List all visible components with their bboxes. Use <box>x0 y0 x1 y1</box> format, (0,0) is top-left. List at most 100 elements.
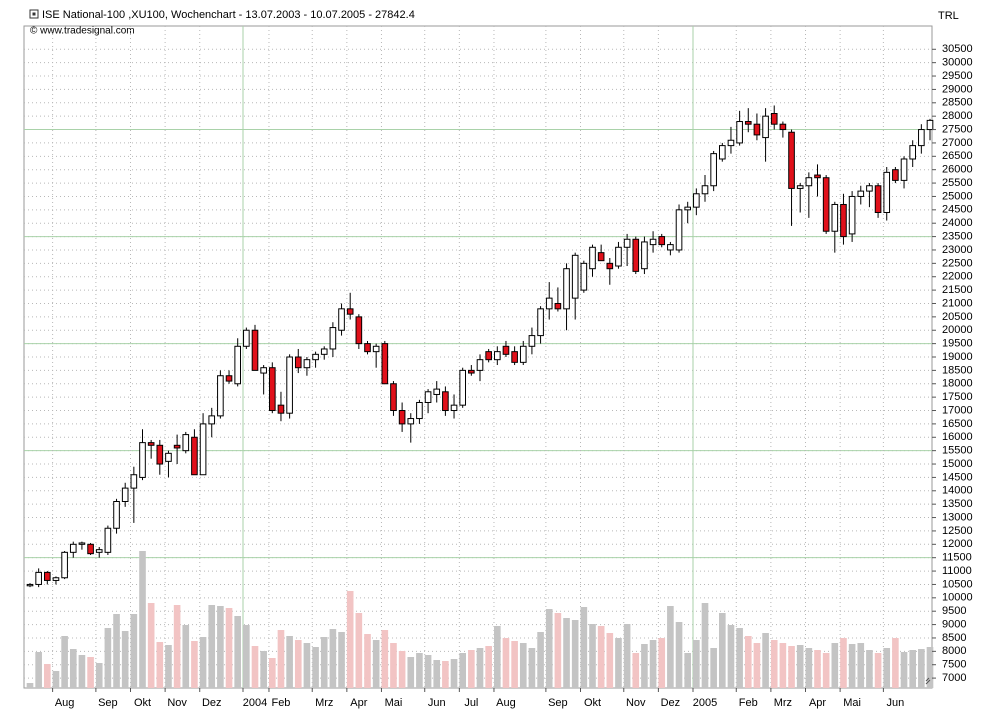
volume-bar <box>537 632 544 688</box>
volume-bar <box>779 643 787 688</box>
x-tick-label: Aug <box>496 697 516 709</box>
y-tick-label: 30000 <box>942 57 973 69</box>
candle-body <box>649 238 657 246</box>
y-tick-label: 18500 <box>942 364 973 376</box>
candle-body <box>796 185 804 189</box>
volume-bar <box>571 620 579 688</box>
candle-body <box>381 343 389 385</box>
volume-bar <box>303 643 311 688</box>
y-tick-label: 21000 <box>942 297 973 309</box>
y-tick-label: 12500 <box>942 525 973 537</box>
candle-body <box>710 153 717 187</box>
volume-bar <box>770 640 778 688</box>
volume-bar <box>554 613 562 688</box>
x-tick-label: Mai <box>385 697 403 709</box>
volume-bar <box>433 660 441 688</box>
volume-bar <box>147 603 155 688</box>
x-tick-label: Sep <box>98 697 118 709</box>
candle-body <box>701 185 709 195</box>
y-tick-label: 27000 <box>942 137 973 149</box>
y-tick-label: 26500 <box>942 150 973 162</box>
candle-body <box>805 177 813 187</box>
y-tick-label: 7500 <box>942 659 966 671</box>
candle-body <box>165 452 172 462</box>
candle-body <box>416 401 423 420</box>
volume-bar <box>294 640 302 688</box>
candle-body <box>770 112 778 125</box>
candle-body <box>571 254 579 299</box>
candle-body <box>355 316 363 345</box>
candle-body <box>121 487 129 502</box>
candle-body <box>632 238 640 272</box>
x-tick-label: Apr <box>350 697 367 709</box>
volume-bar <box>139 551 146 688</box>
volume-bar <box>407 657 415 688</box>
candle-body <box>788 131 795 189</box>
candle-body <box>926 119 934 131</box>
volume-bar <box>805 648 813 688</box>
volume-bar <box>130 614 138 688</box>
candle-body <box>208 415 216 425</box>
x-tick-label: Mrz <box>315 697 333 709</box>
volume-bar <box>649 640 657 688</box>
volume-bar <box>286 636 293 688</box>
candle-body <box>130 474 138 489</box>
y-tick-label: 15500 <box>942 445 973 457</box>
candle-body <box>338 308 345 331</box>
y-tick-label: 10000 <box>942 592 973 604</box>
candle-body <box>511 351 518 363</box>
candle-body <box>909 145 917 160</box>
candle-body <box>528 335 536 347</box>
volume-bar <box>831 643 839 688</box>
volume-bar <box>450 659 458 688</box>
candle-body <box>294 356 302 369</box>
y-tick-label: 24500 <box>942 204 973 216</box>
volume-bar <box>381 630 389 688</box>
candle-body <box>390 383 397 412</box>
x-tick-label: Feb <box>739 697 758 709</box>
x-tick-label: Okt <box>584 697 601 709</box>
volume-bar <box>61 636 68 688</box>
candle-body <box>268 367 276 412</box>
candle-body <box>502 345 510 355</box>
volume-bar <box>260 651 267 688</box>
y-tick-label: 28000 <box>942 110 973 122</box>
candle-body <box>597 252 605 262</box>
candle-body <box>320 348 328 355</box>
y-tick-label: 22500 <box>942 257 973 269</box>
candle-body <box>762 115 769 139</box>
volume-bar <box>78 655 86 688</box>
volume-bar <box>528 648 536 688</box>
volume-bar <box>251 646 259 688</box>
candle-body <box>372 345 380 353</box>
candle-body <box>658 236 666 246</box>
y-tick-label: 19500 <box>942 338 973 350</box>
volume-bar <box>641 644 648 688</box>
volume-bar <box>459 653 467 688</box>
y-tick-label: 20000 <box>942 324 973 336</box>
candle-body <box>641 241 648 270</box>
volume-bar <box>476 648 484 688</box>
y-tick-label: 11000 <box>942 565 972 577</box>
y-tick-label: 13000 <box>942 511 973 523</box>
candle-body <box>519 345 527 363</box>
candle-body <box>35 571 42 585</box>
candle-body <box>139 442 146 478</box>
y-tick-label: 19000 <box>942 351 973 363</box>
volume-bar <box>519 643 527 688</box>
candle-body <box>684 206 692 211</box>
volume-bar <box>199 637 207 688</box>
y-tick-label: 23000 <box>942 244 973 256</box>
candle-body <box>580 262 588 291</box>
x-tick-label: Jun <box>887 697 905 709</box>
volume-bar <box>684 653 692 688</box>
volume-bar <box>788 646 795 688</box>
x-tick-label: Nov <box>626 697 646 709</box>
candle-body <box>450 404 458 412</box>
volume-bar <box>563 618 570 688</box>
x-tick-label: Jun <box>428 697 446 709</box>
volume-bar <box>243 625 250 688</box>
x-tick-label: Dez <box>661 697 681 709</box>
